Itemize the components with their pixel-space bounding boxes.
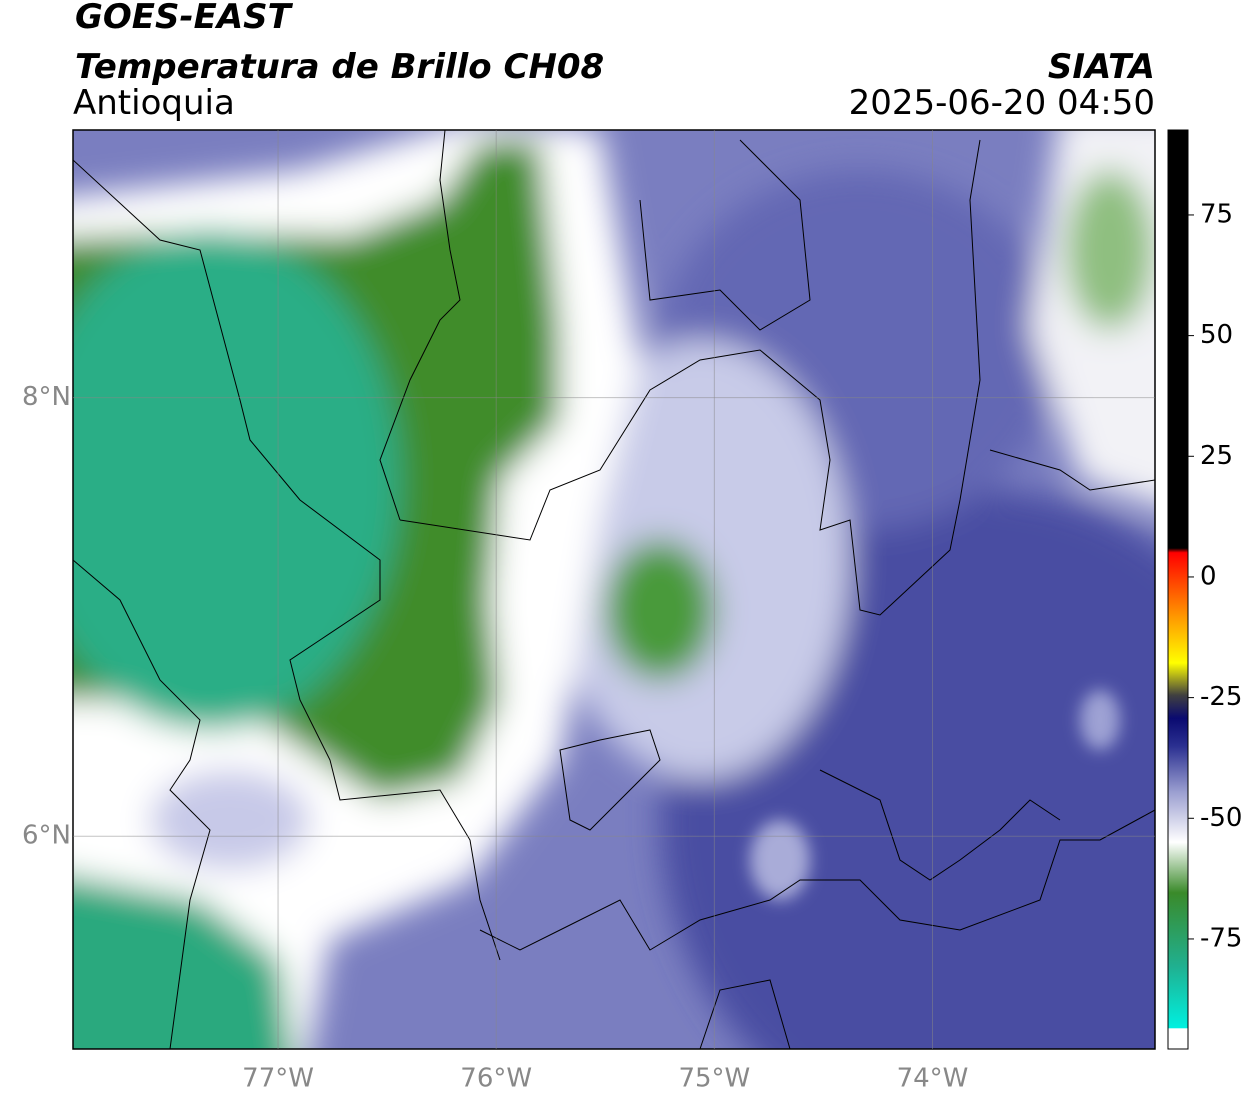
colorbar-tick-label: -50 (1200, 803, 1242, 833)
title: GOES-EAST (75, 0, 294, 37)
colorbar-tick-label: 50 (1200, 320, 1233, 350)
colorbar-tick-label: 0 (1200, 561, 1217, 591)
lon-tick-label: 77°W (242, 1064, 314, 1094)
colorbar-tick-label: 75 (1200, 199, 1233, 229)
lon-tick-label: 74°W (897, 1064, 969, 1094)
map-frame (72, 129, 1156, 1050)
datetime: 2025-06-20 04:50 (849, 83, 1155, 123)
colorbar-tick-label: -25 (1200, 682, 1242, 712)
lon-tick-label: 76°W (460, 1064, 532, 1094)
colorbar-tick-label: 25 (1200, 441, 1233, 471)
lon-tick-label: 75°W (678, 1064, 750, 1094)
colorbar (1167, 129, 1189, 1050)
satellite-image (73, 130, 1155, 1049)
colorbar-tick-label: -75 (1200, 923, 1242, 953)
lat-tick-label: 8°N (22, 382, 71, 412)
source: SIATA (1048, 47, 1155, 87)
lat-tick-label: 6°N (22, 821, 71, 851)
subtitle: Temperatura de Brillo CH08 (75, 47, 604, 87)
region: Antioquia (73, 83, 235, 123)
